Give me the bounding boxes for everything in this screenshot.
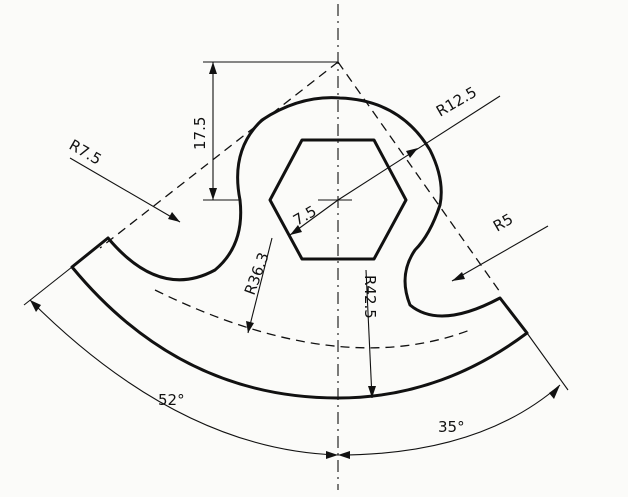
- dim-hex-label: 7.5: [290, 202, 320, 230]
- dim-17-5-label: 17.5: [191, 117, 209, 150]
- leader-r42-5: [365, 269, 373, 399]
- hexagon-cutout: [268, 138, 408, 261]
- dim-arrow: [549, 385, 560, 399]
- angle-dimension-arc: [29, 299, 561, 456]
- dim-arrow: [368, 386, 376, 398]
- dim-r5-label: R5: [490, 210, 516, 236]
- inner-dashed-arc: [154, 289, 471, 349]
- dim-r36-3-label: R36.3: [241, 250, 273, 297]
- leader-r5: [451, 225, 549, 282]
- part-outline: [70, 96, 529, 400]
- left-construction-line: [99, 61, 339, 249]
- dim-arrow: [338, 451, 350, 459]
- angle-ext-right: [526, 332, 569, 391]
- dim-arrow: [406, 148, 418, 158]
- dim-arrow: [290, 225, 302, 235]
- dim-arrow: [168, 212, 180, 222]
- dim-arrow: [246, 321, 254, 333]
- dim-arrow: [30, 300, 41, 312]
- leader-r12-5: [337, 95, 501, 201]
- angle-52-label: 52°: [158, 391, 185, 409]
- dim-arrow: [452, 272, 465, 281]
- dim-arrow: [209, 62, 217, 74]
- dim-arrow: [326, 451, 338, 459]
- dim-arrow: [209, 188, 217, 200]
- dim-r12-5-label: R12.5: [433, 83, 480, 121]
- angle-ext-left: [23, 266, 73, 306]
- angle-35-label: 35°: [438, 418, 465, 436]
- leader-r36-3: [247, 237, 273, 334]
- dim-r7-5-label: R7.5: [66, 136, 105, 169]
- leader-r7-5: [69, 157, 181, 223]
- dim-r42-5-label: R42.5: [361, 275, 379, 319]
